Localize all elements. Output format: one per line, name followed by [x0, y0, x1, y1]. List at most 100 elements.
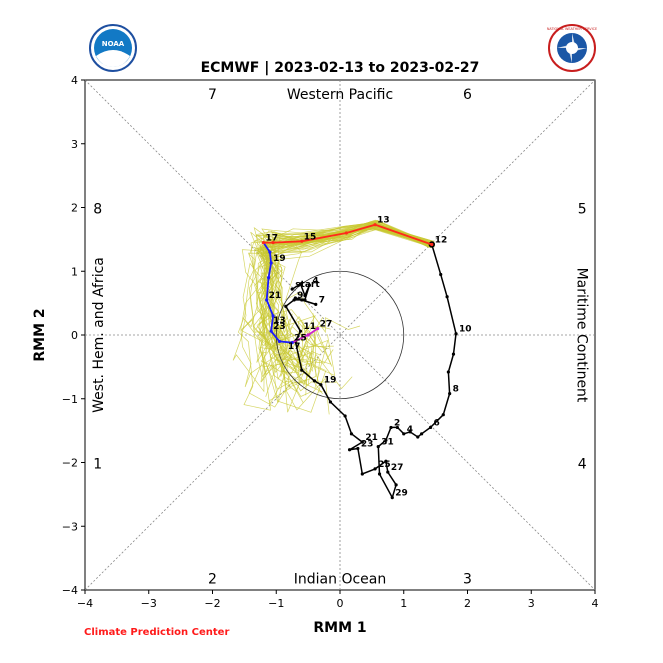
x-tick-label: 1 [400, 597, 407, 610]
ensemble-member-line [260, 227, 433, 413]
credit-label: Climate Prediction Center [84, 627, 230, 638]
observed-point [389, 425, 393, 430]
observed-date-label: 8 [453, 385, 459, 395]
forecast-point [261, 240, 266, 245]
phase-number: 1 [93, 457, 102, 473]
forecast-point [306, 333, 310, 337]
observed-point [439, 272, 443, 277]
observed-date-label: 2 [394, 418, 400, 428]
forecast-point [265, 298, 269, 302]
y-tick-label: −2 [62, 457, 78, 470]
observed-date-label: 4 [407, 425, 413, 435]
observed-point [343, 414, 347, 418]
observed-point [312, 379, 317, 383]
observed-point [428, 425, 433, 430]
forecast-point [267, 276, 271, 280]
region-label-top: Western Pacific [287, 87, 393, 103]
forecast-date-label: 15 [304, 232, 317, 242]
ensemble-member-line [255, 226, 433, 374]
ensemble-member-line [259, 225, 433, 374]
observed-point [300, 368, 304, 372]
forecast-point [430, 242, 434, 247]
observed-point [420, 432, 424, 436]
noaa-logo-icon: NOAA [89, 24, 137, 72]
observed-point [349, 432, 354, 436]
x-tick-label: 0 [337, 597, 344, 610]
observed-date-label: 19 [324, 376, 337, 386]
phase-number: 3 [463, 571, 472, 587]
observed-date-label: 25 [378, 460, 391, 470]
forecast-point [277, 339, 282, 343]
forecast-point [268, 250, 272, 254]
phase-number: 5 [578, 202, 587, 218]
observed-date-label: 4 [312, 276, 318, 286]
x-tick-label: −1 [268, 597, 284, 610]
forecast-point [290, 341, 294, 345]
region-label-left: West. Hem. and Africa [91, 257, 107, 413]
ensemble-member-line [254, 224, 435, 359]
observed-point [416, 435, 420, 439]
phase-number: 8 [93, 202, 102, 218]
x-tick-label: −3 [141, 597, 157, 610]
y-tick-label: 1 [71, 265, 78, 278]
x-tick-label: 3 [528, 597, 535, 610]
y-tick-label: 4 [71, 74, 78, 87]
observed-point [298, 329, 303, 333]
phase-number: 7 [208, 87, 217, 103]
ensemble-member-line [258, 220, 430, 373]
ensemble-member-line [248, 220, 430, 347]
region-label-bottom: Indian Ocean [294, 571, 386, 587]
observed-point [384, 459, 388, 463]
ensemble-member-line [240, 222, 433, 397]
observed-date-label: 23 [361, 439, 374, 449]
observed-point [394, 483, 398, 487]
y-tick-label: −3 [62, 520, 78, 533]
x-tick-label: 2 [464, 597, 471, 610]
observed-point [303, 293, 307, 298]
forecast-point [344, 231, 348, 235]
observed-point [446, 370, 450, 374]
observed-date-label: 29 [395, 489, 408, 499]
y-tick-label: 0 [71, 329, 78, 342]
ensemble-member-line [242, 220, 431, 347]
observed-point [292, 298, 296, 302]
forecast-point [269, 261, 273, 265]
y-tick-label: 2 [71, 202, 78, 215]
observed-point [356, 446, 360, 451]
forecast-point [271, 240, 275, 245]
ensemble-member-line [256, 221, 430, 355]
observed-point [445, 295, 449, 299]
observed-date-label: 31 [381, 438, 394, 448]
region-label-right: Maritime Continent [573, 268, 589, 403]
forecast-point [300, 239, 304, 243]
unit-circle [275, 270, 405, 400]
forecast-point [373, 223, 377, 227]
forecast-date-label: 13 [273, 316, 286, 326]
phase-number: 2 [208, 571, 217, 587]
observed-point [314, 302, 318, 306]
observed-point [451, 352, 456, 356]
forecast-date-label: 13 [377, 216, 390, 226]
forecast-date-label: 25 [294, 334, 307, 344]
observed-point [376, 444, 380, 449]
nws-logo-icon: NATIONAL WEATHER SERVICE [547, 24, 597, 72]
observed-point [386, 470, 390, 474]
observed-point [298, 282, 303, 286]
forecast-date-label: 17 [266, 234, 279, 244]
forecast-point [269, 329, 273, 333]
observed-point [290, 287, 294, 291]
forecast-date-label: 27 [320, 320, 333, 330]
forecast-date-label: 21 [269, 291, 282, 301]
diagonal-line [84, 79, 596, 591]
chart-title: ECMWF | 2023-02-13 to 2023-02-27 [201, 60, 480, 76]
observed-point [448, 392, 452, 396]
observed-date-label: 11 [303, 322, 316, 332]
observed-point [307, 283, 311, 287]
y-tick-label: −4 [62, 584, 78, 597]
observed-point [328, 400, 333, 404]
forecast-date-label: 23 [273, 322, 286, 332]
observed-date-label: 9 [297, 291, 303, 301]
x-axis-label: RMM 1 [313, 620, 366, 636]
forecast-date-label: 17 [288, 342, 301, 352]
